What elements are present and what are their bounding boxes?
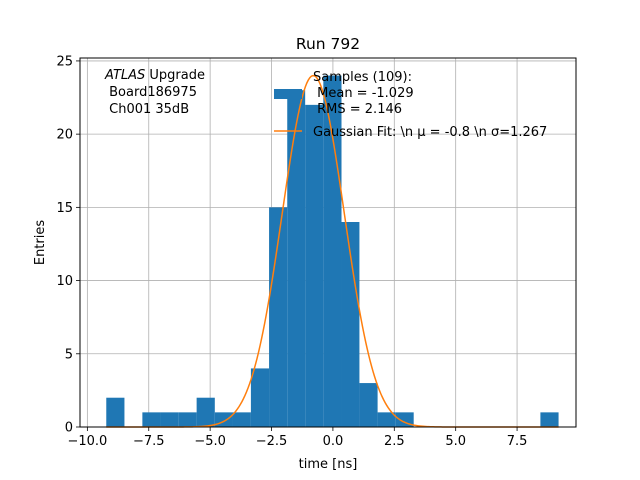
x-axis-ticks: −10.0 −7.5 −5.0 −2.5 0.0 2.5 5.0 7.5 xyxy=(67,427,527,449)
histogram-bar xyxy=(214,412,233,427)
histogram-bars xyxy=(106,75,559,428)
experiment-name: ATLAS xyxy=(104,68,145,83)
histogram-bar xyxy=(196,397,215,427)
x-axis-label: time [ns] xyxy=(299,457,358,472)
legend-fit-label: Gaussian Fit: \n μ = -0.8 \n σ=1.267 xyxy=(313,125,547,140)
atlas-annotation: ATLAS Upgrade Board186975 Ch001 35dB xyxy=(104,68,205,117)
histogram-bar xyxy=(106,397,125,427)
x-tick-label: 0.0 xyxy=(323,434,344,449)
x-tick-label: −5.0 xyxy=(194,434,226,449)
annotation-line-1: ATLAS Upgrade xyxy=(104,68,205,83)
legend-samples-rms: RMS = 2.146 xyxy=(313,102,402,117)
y-tick-label: 15 xyxy=(56,201,73,216)
plot-frame xyxy=(79,57,577,428)
y-tick-label: 25 xyxy=(56,54,73,69)
histogram-bar xyxy=(250,368,270,427)
experiment-suffix: Upgrade xyxy=(145,68,205,83)
x-tick-label: −7.5 xyxy=(133,434,165,449)
x-tick-label: −2.5 xyxy=(256,434,288,449)
annotation-line-3: Ch001 35dB xyxy=(105,102,189,117)
legend-samples-patch xyxy=(274,89,302,99)
histogram-bar xyxy=(359,383,378,427)
histogram-bar xyxy=(269,207,288,427)
y-axis-ticks: 0 5 10 15 20 25 xyxy=(56,54,80,436)
histogram-bar xyxy=(287,90,306,427)
histogram-bar xyxy=(540,412,559,427)
histogram-bar xyxy=(377,412,396,427)
annotation-line-2: Board186975 xyxy=(105,85,197,100)
chart-title: Run 792 xyxy=(296,35,360,53)
histogram-bar xyxy=(305,104,324,427)
histogram-bar xyxy=(142,412,161,427)
y-tick-label: 10 xyxy=(56,274,73,289)
histogram-bar xyxy=(178,412,197,427)
legend-samples-title: Samples (109): xyxy=(313,70,412,85)
y-tick-label: 20 xyxy=(56,128,73,143)
x-tick-label: 2.5 xyxy=(384,434,405,449)
y-axis-label: Entries xyxy=(33,220,48,266)
x-tick-label: 7.5 xyxy=(507,434,528,449)
legend: Samples (109): Mean = -1.029 RMS = 2.146… xyxy=(274,70,547,140)
histogram-bar xyxy=(160,412,179,427)
x-tick-label: 5.0 xyxy=(445,434,466,449)
y-tick-label: 5 xyxy=(65,347,73,362)
histogram-bar xyxy=(341,222,360,427)
legend-samples-mean: Mean = -1.029 xyxy=(313,86,414,101)
x-tick-label: −10.0 xyxy=(67,434,107,449)
histogram-bar xyxy=(232,412,251,427)
y-tick-label: 0 xyxy=(65,421,73,436)
